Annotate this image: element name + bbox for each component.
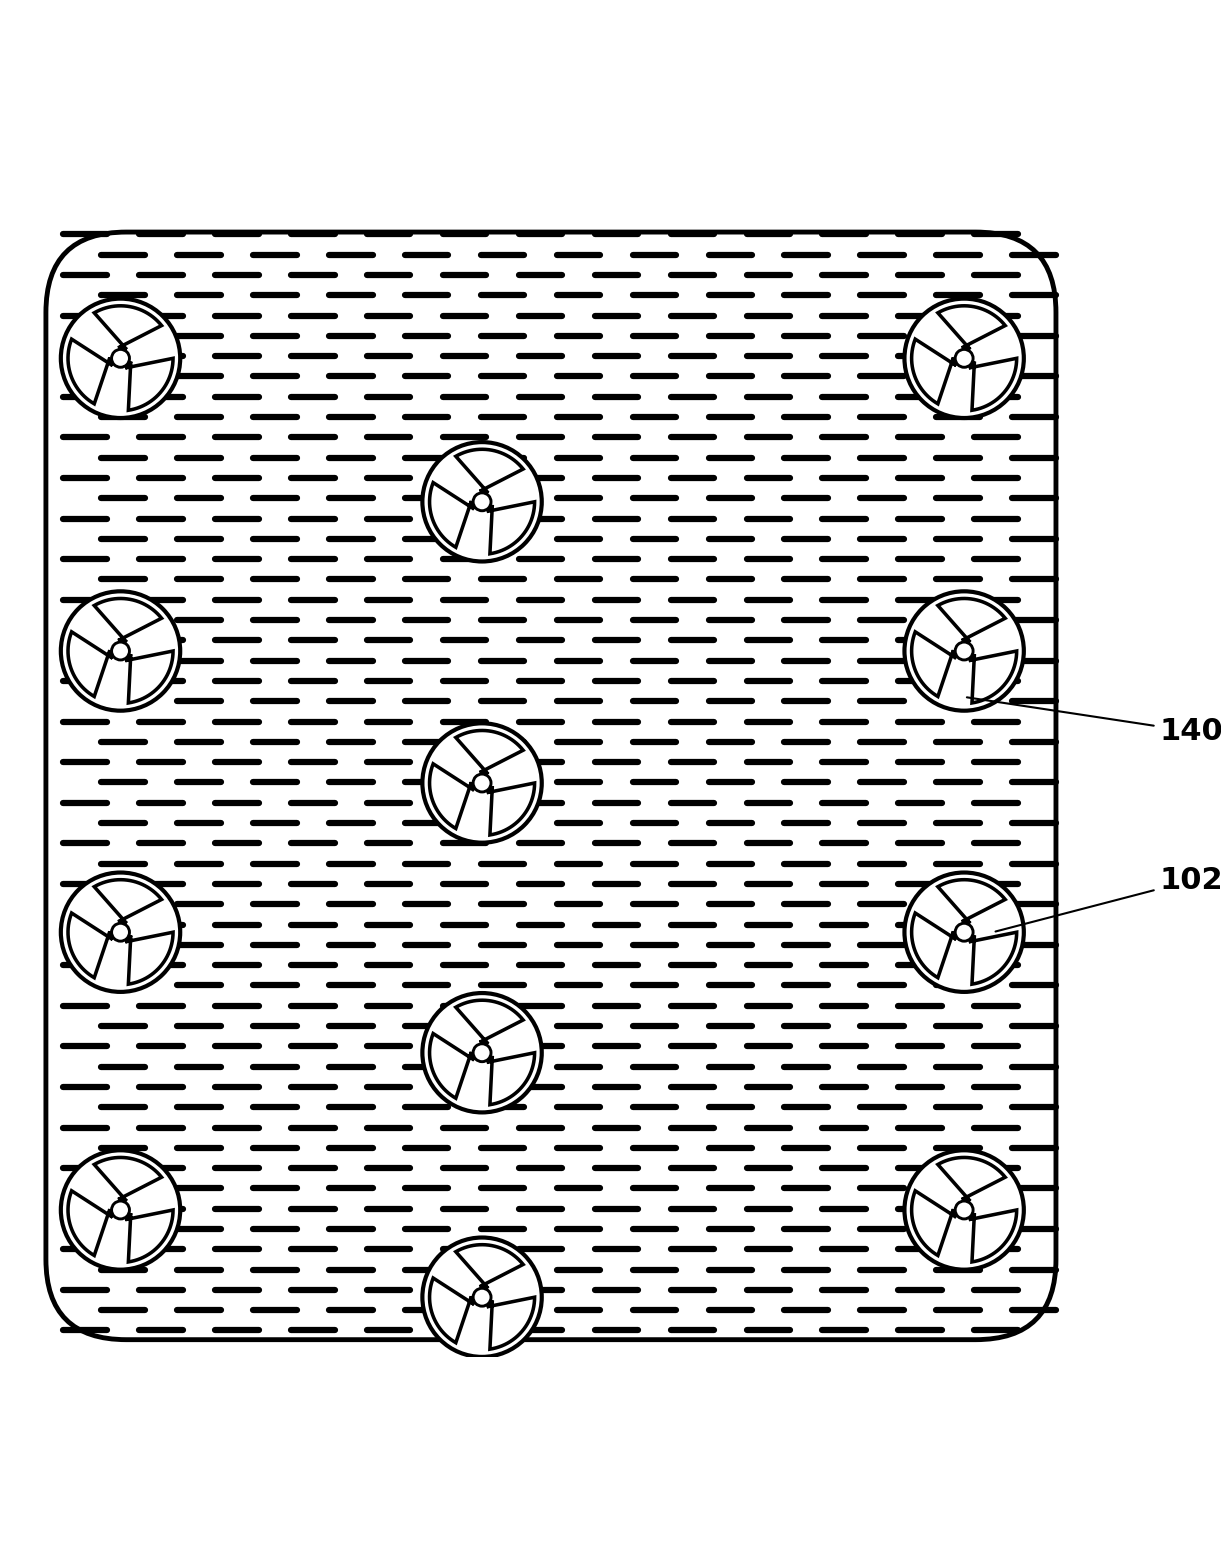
- Circle shape: [473, 774, 491, 792]
- Circle shape: [473, 1289, 491, 1306]
- Text: 102: 102: [995, 866, 1221, 932]
- Circle shape: [111, 1201, 129, 1218]
- Circle shape: [61, 592, 181, 711]
- Circle shape: [905, 1151, 1024, 1270]
- Circle shape: [473, 1045, 491, 1062]
- Circle shape: [422, 993, 542, 1112]
- Circle shape: [111, 924, 129, 941]
- Circle shape: [111, 349, 129, 368]
- Circle shape: [955, 349, 973, 368]
- Circle shape: [61, 1151, 181, 1270]
- Circle shape: [955, 642, 973, 659]
- Text: 140: 140: [967, 697, 1221, 745]
- Circle shape: [422, 442, 542, 562]
- Circle shape: [955, 924, 973, 941]
- Circle shape: [422, 1237, 542, 1356]
- Circle shape: [422, 723, 542, 843]
- FancyBboxPatch shape: [46, 232, 1056, 1339]
- Circle shape: [905, 872, 1024, 991]
- Circle shape: [905, 299, 1024, 418]
- Circle shape: [111, 642, 129, 659]
- Circle shape: [905, 592, 1024, 711]
- Circle shape: [955, 1201, 973, 1218]
- Circle shape: [61, 872, 181, 991]
- Circle shape: [473, 493, 491, 511]
- Circle shape: [61, 299, 181, 418]
